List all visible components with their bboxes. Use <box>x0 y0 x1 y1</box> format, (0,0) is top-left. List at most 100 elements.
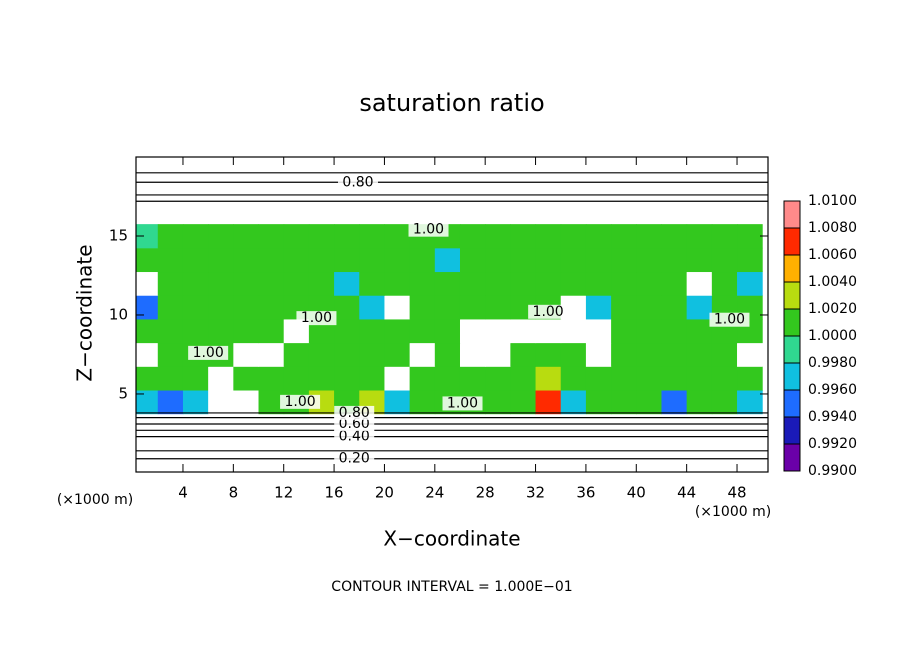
colorbar-band <box>784 444 800 471</box>
field-cell <box>157 295 184 320</box>
field-cell <box>636 366 662 391</box>
colorbar-label: 0.9980 <box>808 355 857 371</box>
field-cell <box>560 224 587 249</box>
colorbar-band <box>784 417 800 444</box>
field-cell <box>686 224 713 249</box>
field-cell <box>308 247 335 273</box>
field-cell <box>359 366 385 391</box>
field-cell <box>283 271 310 296</box>
field-cell <box>258 247 285 273</box>
field-cell <box>661 224 688 249</box>
field-cell <box>510 318 537 344</box>
x-tick-label: 20 <box>375 484 394 502</box>
field-cell <box>157 390 184 415</box>
field-cell <box>737 247 763 273</box>
x-tick-label: 24 <box>425 484 444 502</box>
field-cell <box>585 366 612 391</box>
field-cell <box>136 318 159 344</box>
x-tick-label: 32 <box>526 484 545 502</box>
field-cell <box>737 366 763 391</box>
contour-label-bg <box>337 175 378 190</box>
x-tick-label: 28 <box>476 484 495 502</box>
field-cell <box>636 271 662 296</box>
field-cell <box>560 366 587 391</box>
field-cell <box>136 366 159 391</box>
field-cell <box>208 295 234 320</box>
field-cell <box>535 247 562 273</box>
field-cell <box>308 224 335 249</box>
colorbar-label: 1.0020 <box>808 301 857 317</box>
field-cell <box>258 295 285 320</box>
contour-label-bg <box>334 405 375 420</box>
contour-label-bg <box>334 429 375 444</box>
field-cell <box>334 247 360 273</box>
field-cell <box>182 247 209 273</box>
field-cell <box>283 247 310 273</box>
field-cell <box>409 295 436 320</box>
field-cell <box>258 366 285 391</box>
field-cell <box>208 318 234 344</box>
field-cell <box>485 390 511 415</box>
field-cell <box>384 295 411 320</box>
field-cell <box>585 318 612 344</box>
field-cell <box>459 366 486 391</box>
contour-label-bg <box>709 312 750 327</box>
contour-label-bg <box>188 345 229 360</box>
chart-title: saturation ratio <box>359 89 544 117</box>
colorbar-label: 1.0060 <box>808 247 857 263</box>
field-cell <box>459 247 486 273</box>
y-axis-label: Z−coordinate <box>73 244 97 381</box>
field-cell <box>136 342 159 367</box>
colorbar-band <box>784 282 800 309</box>
field-cell <box>157 342 184 367</box>
field-cell <box>611 318 637 344</box>
field-cell <box>686 366 713 391</box>
field-cell <box>585 342 612 367</box>
field-cell <box>384 390 411 415</box>
field-cell <box>334 366 360 391</box>
colorbar-band <box>784 363 800 390</box>
field-cell <box>182 295 209 320</box>
field-cell <box>182 271 209 296</box>
colorbar-label: 1.0100 <box>808 193 857 209</box>
field-cell <box>585 247 612 273</box>
field-cell <box>611 224 637 249</box>
field-cell <box>434 318 461 344</box>
contour-label: 0.40 <box>339 429 370 445</box>
field-cell <box>136 247 159 273</box>
field-cell <box>636 247 662 273</box>
field-cell <box>585 224 612 249</box>
field-cell <box>359 295 385 320</box>
field-cell <box>434 342 461 367</box>
field-cell <box>409 318 436 344</box>
field-cell <box>359 224 385 249</box>
field-cell <box>384 318 411 344</box>
contour-label-bg <box>334 451 375 466</box>
x-tick-label: 8 <box>229 484 239 502</box>
field-cell <box>711 342 738 367</box>
field-cell <box>611 390 637 415</box>
colorbar-label: 0.9920 <box>808 436 857 452</box>
field-cell <box>737 271 763 296</box>
contour-label: 1.00 <box>193 345 224 361</box>
field-cell <box>585 390 612 415</box>
field-cell <box>510 224 537 249</box>
field-cell <box>283 224 310 249</box>
field-cell <box>409 247 436 273</box>
y-unit: (×1000 m) <box>57 492 133 508</box>
field-cell <box>136 295 159 320</box>
field-cell <box>334 224 360 249</box>
contour-label-bg <box>528 304 569 319</box>
field-cell <box>459 342 486 367</box>
field-cell <box>208 390 234 415</box>
colorbar-label: 0.9900 <box>808 463 857 479</box>
field-cell <box>434 295 461 320</box>
field-cell <box>208 366 234 391</box>
field-cell <box>459 224 486 249</box>
field-cell <box>636 342 662 367</box>
field-cell <box>308 271 335 296</box>
field-cell <box>136 271 159 296</box>
x-axis-label: X−coordinate <box>383 527 520 551</box>
x-tick-label: 40 <box>627 484 646 502</box>
